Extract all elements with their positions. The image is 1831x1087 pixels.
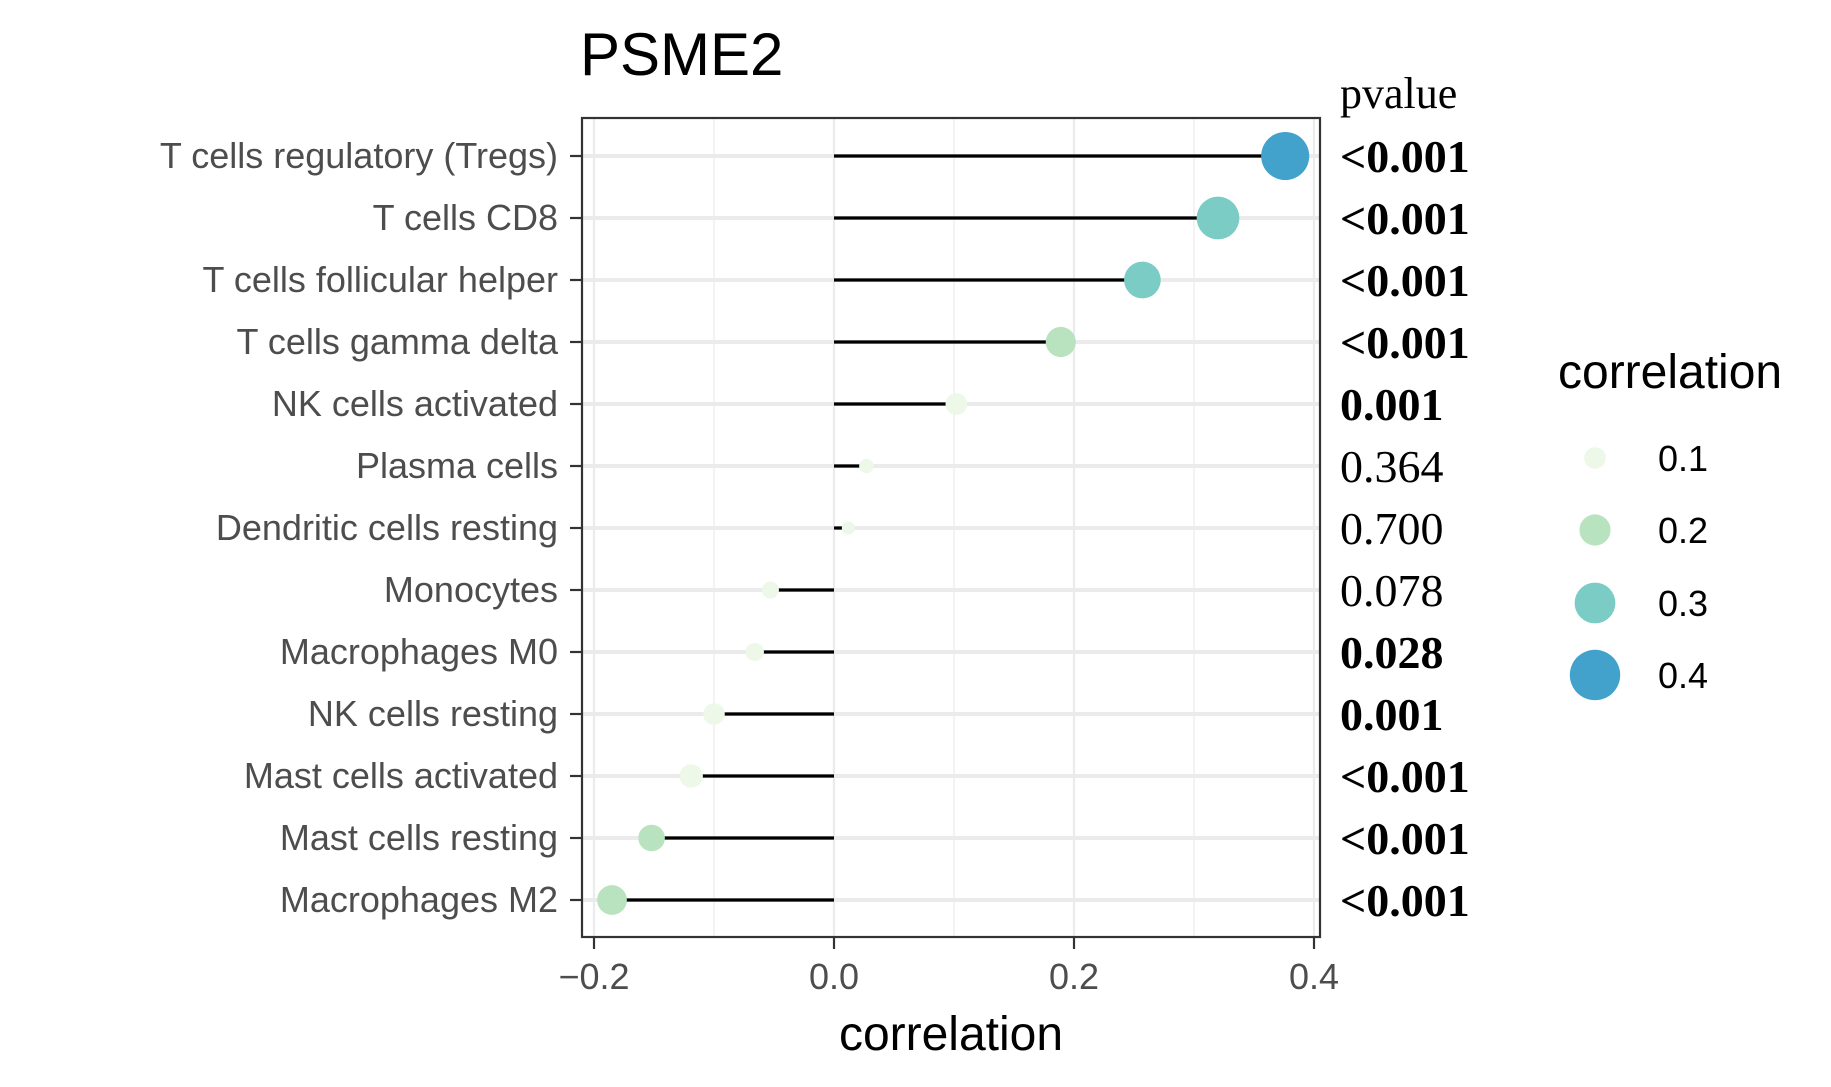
pvalue-label: 0.364	[1340, 441, 1444, 492]
lollipop-dot	[679, 764, 703, 788]
x-tick-label: 0.0	[809, 956, 859, 997]
lollipop-dot	[1124, 261, 1161, 299]
lollipop-dot	[761, 581, 779, 599]
pvalue-label: <0.001	[1340, 131, 1470, 182]
chart-title: PSME2	[580, 21, 783, 88]
lollipop-dot	[638, 824, 665, 852]
x-tick-label: 0.2	[1049, 956, 1099, 997]
pvalue-label: <0.001	[1340, 875, 1470, 926]
lollipop-dot	[1196, 196, 1240, 240]
lollipop-dot	[597, 885, 627, 915]
y-tick-label: T cells CD8	[373, 197, 558, 238]
legend-title: correlation	[1558, 346, 1782, 399]
pvalue-label: <0.001	[1340, 813, 1470, 864]
y-tick-label: Macrophages M2	[280, 879, 558, 920]
legend-label: 0.4	[1658, 655, 1708, 696]
y-tick-label: Dendritic cells resting	[216, 507, 558, 548]
legend: correlation 0.1 0.2 0.3 0.4	[1558, 346, 1782, 701]
pvalue-label: 0.700	[1340, 503, 1444, 554]
y-tick-label: T cells gamma delta	[237, 321, 559, 362]
legend-label: 0.2	[1658, 510, 1708, 551]
legend-key	[1584, 447, 1606, 469]
pvalue-label: <0.001	[1340, 255, 1470, 306]
lollipop-dot	[859, 458, 874, 474]
legend-label: 0.1	[1658, 438, 1708, 479]
lollipop-dot	[841, 521, 855, 535]
lollipop-dot	[945, 393, 968, 415]
y-tick-label: Macrophages M0	[280, 631, 558, 672]
y-tick-label: Monocytes	[384, 569, 558, 610]
legend-key	[1574, 582, 1616, 624]
pvalue-column: <0.001 <0.001 <0.001 <0.001 0.001 0.364 0.700 0…	[1340, 131, 1470, 926]
lollipop-dot	[745, 642, 764, 662]
y-tick-label: T cells regulatory (Tregs)	[160, 135, 558, 176]
pvalue-label: <0.001	[1340, 317, 1470, 368]
pvalue-label: 0.001	[1340, 379, 1444, 430]
pvalue-label: <0.001	[1340, 193, 1470, 244]
pvalue-label: 0.001	[1340, 689, 1444, 740]
legend-label: 0.3	[1658, 583, 1708, 624]
x-axis-title: correlation	[839, 1008, 1063, 1061]
lollipop-stems	[612, 154, 1286, 902]
pvalue-label: <0.001	[1340, 751, 1470, 802]
lollipop-dot	[703, 703, 725, 725]
lollipop-dots	[597, 131, 1310, 915]
pvalue-label: 0.078	[1340, 565, 1444, 616]
y-tick-label: Plasma cells	[356, 445, 558, 486]
legend-key	[1569, 649, 1621, 701]
y-tick-label: T cells follicular helper	[203, 259, 558, 300]
y-tick-label: Mast cells activated	[244, 755, 558, 796]
lollipop-dot	[1261, 131, 1310, 181]
x-axis: −0.2 0.0 0.2 0.4	[558, 937, 1339, 997]
legend-key	[1579, 514, 1611, 546]
y-tick-label: Mast cells resting	[280, 817, 558, 858]
x-tick-label: −0.2	[558, 956, 629, 997]
y-axis-labels: T cells regulatory (Tregs) T cells CD8 T c…	[160, 135, 582, 920]
y-tick-label: NK cells activated	[272, 383, 558, 424]
y-tick-label: NK cells resting	[308, 693, 558, 734]
pvalue-label: 0.028	[1340, 627, 1444, 678]
lollipop-dot	[1045, 326, 1076, 358]
x-tick-label: 0.4	[1289, 956, 1339, 997]
pvalue-header: pvalue	[1340, 69, 1457, 118]
